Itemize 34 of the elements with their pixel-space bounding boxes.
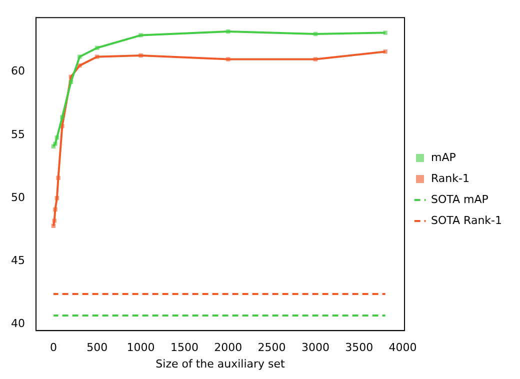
legend-label: Rank-1 [431, 172, 470, 185]
x-tick-label: 2000 [214, 341, 242, 354]
x-tick-label: 3500 [345, 341, 374, 354]
x-tick-label: 2500 [258, 341, 286, 354]
point [53, 142, 58, 146]
point [60, 115, 64, 120]
x-tick-label: 0 [50, 341, 57, 354]
point [51, 224, 56, 228]
x-axis-title: Size of the auxiliary set [156, 357, 286, 370]
x-tick-label: 4000 [388, 341, 417, 354]
legend-label: SOTA mAP [431, 192, 489, 206]
x-tick-label: 500 [86, 341, 108, 354]
point [138, 33, 143, 38]
y-tick-label: 50 [10, 190, 25, 204]
point [226, 57, 230, 62]
point [383, 50, 388, 54]
legend-label: mAP [431, 150, 456, 164]
point [78, 54, 82, 59]
x-tick-label: 1500 [170, 341, 198, 354]
point [52, 218, 56, 223]
legend-label: SOTA Rank-1 [431, 214, 502, 227]
x-tick-label: 1000 [126, 341, 155, 354]
point [383, 30, 388, 35]
point [95, 54, 100, 59]
point [78, 63, 82, 68]
y-tick-label: 60 [10, 64, 25, 78]
point [53, 207, 58, 212]
y-tick-label: 55 [10, 128, 25, 141]
y-tick-label: 40 [10, 317, 25, 330]
point [313, 57, 318, 62]
point [138, 53, 143, 58]
point [56, 176, 60, 180]
x-tick-label: 3000 [301, 341, 330, 354]
y-tick-label: 45 [10, 254, 25, 268]
